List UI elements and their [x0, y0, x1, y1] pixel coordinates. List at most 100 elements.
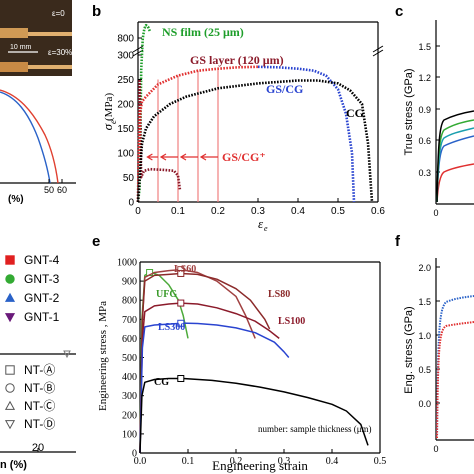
tick-label-e-x-0.5: 0.5: [374, 456, 387, 467]
legend-marker-gnt-2: [4, 292, 16, 302]
panel-a: 10 mm ε=0 ε=30% 50 60 (%): [0, 0, 76, 205]
curve-c-black: [436, 110, 474, 203]
tick-label-c-0.9: 0.9: [418, 105, 431, 115]
legend-marker-gnt-3: [5, 274, 15, 284]
panel-e: e 0 100 200 300 400 500 600 700 800 900 1000 0.0 0.1…: [92, 233, 386, 473]
panel-b-xlabel: ε: [258, 216, 264, 231]
tick-label-b-y-150: 150: [117, 124, 134, 135]
tick-label-f-0.5: 0.5: [418, 365, 431, 375]
panel-b-xlabel-sub: e: [264, 224, 268, 233]
tick-label-f-1.0: 1.0: [418, 331, 431, 341]
panel-c-ylabel: True stress (GPa): [403, 69, 415, 156]
legend-marker-nt-4: [4, 420, 16, 430]
curve-blue: [0, 91, 51, 184]
label-e-ls60: LS60: [174, 264, 196, 275]
label-e-cg: CG: [154, 377, 169, 388]
sample-neck-unstrained: [28, 32, 72, 36]
tick-label-b-y-250: 250: [117, 75, 134, 86]
tick-label-e-y-700: 700: [122, 315, 137, 326]
tick-label-e-x-0.3: 0.3: [278, 456, 291, 467]
marker-e-ls80: [177, 269, 185, 277]
marker-e-ls100: [177, 299, 185, 307]
tick-label-c-0: 0: [433, 208, 438, 218]
tick-label-e-y-100: 100: [122, 429, 137, 440]
gscg-plus-arrow-3: [199, 153, 218, 161]
label-gs-layer: GS layer (120 μm): [190, 53, 284, 67]
sample-neck-strained: [28, 65, 72, 69]
gscg-plus-arrow-1: [159, 153, 178, 161]
panel-f: f 2.0 1.5 1.0 0.5 0.0 Eng. stress (GPa) …: [395, 233, 474, 454]
label-e-ls100: LS100: [278, 316, 305, 327]
gscg-plus-arrow-2: [179, 153, 198, 161]
panel-a-xlabel: (%): [8, 194, 24, 205]
panel-f-curves: [436, 295, 474, 439]
series-b-gs-cg-3: [257, 65, 356, 203]
marker-e-ls300: [177, 319, 185, 327]
legend-label-nt-3: NT-Ⓒ: [24, 399, 55, 413]
tick-label-d-20: 20: [32, 442, 44, 454]
legend-label-nt-4: NT-Ⓓ: [24, 417, 55, 431]
tick-label-e-y-1000: 1000: [117, 258, 137, 269]
tick-label-e-y-800: 800: [122, 296, 137, 307]
label-gscg-plus: GS/CG⁺: [222, 150, 266, 164]
panel-letter-f: f: [395, 233, 401, 250]
curve-f-blue: [436, 295, 474, 439]
panel-d-xlabel: n (%): [0, 459, 27, 471]
eps0-label: ε=0: [52, 9, 65, 18]
legend-marker-gnt-4: [5, 255, 15, 265]
tick-label-b-y-200: 200: [117, 100, 134, 111]
tick-label-b-y-50: 50: [123, 173, 135, 184]
tick-label-e-y-400: 400: [122, 372, 137, 383]
tick-label-e-x-0.2: 0.2: [230, 456, 243, 467]
y-break-right: [372, 45, 384, 57]
panel-b-ylabel-unit: (MPa): [103, 93, 115, 121]
eps30-label: ε=30%: [48, 48, 72, 57]
tick-label-a-50: 50: [44, 185, 54, 195]
panel-e-xlabel: Engineering strain: [212, 458, 308, 473]
curve-f-red: [436, 321, 474, 439]
legend-marker-nt-1: [5, 365, 15, 375]
panel-e-ylabel: Engineering stress , MPa: [97, 301, 109, 411]
tick-label-b-x-0.3: 0.3: [251, 206, 265, 217]
tick-label-f-1.5: 1.5: [418, 297, 431, 307]
panel-b-ylabel-sigma: σ: [100, 123, 115, 130]
sample-strip-unstrained: [0, 28, 28, 38]
series-b-cg-4: [136, 79, 374, 203]
legend-label-nt-1: NT-Ⓐ: [24, 363, 55, 377]
tick-label-b-y-800: 800: [117, 34, 134, 45]
legend-marker-gnt-1: [4, 313, 16, 323]
curve-c-blue: [436, 135, 474, 203]
legend-marker-nt-3: [4, 400, 16, 410]
gscg-plus-arrow-0: [146, 153, 158, 161]
scale-label: 10 mm: [10, 44, 32, 51]
series-e-ls80: [139, 272, 271, 454]
panel-f-ylabel: Eng. stress (GPa): [403, 306, 415, 393]
curve-c-red: [436, 163, 474, 203]
panel-letter-c: c: [395, 3, 403, 20]
legend-label-gnt-3: GNT-3: [24, 272, 60, 286]
panel-c: c 1.5 1.2 0.9 0.6 0.3 True stress (GPa) …: [395, 3, 474, 218]
divider-marker: [63, 350, 71, 359]
tick-label-a-60: 60: [57, 185, 67, 195]
curve-red: [0, 89, 59, 184]
panel-letter-e: e: [92, 233, 100, 250]
label-cg: CG: [346, 106, 364, 120]
label-e-ufg: UFG: [156, 289, 177, 300]
tick-label-c-0.6: 0.6: [418, 136, 431, 146]
tick-label-f-0: 0: [433, 444, 438, 454]
panel-letter-b: b: [92, 3, 101, 20]
tick-label-e-x-0.1: 0.1: [182, 456, 195, 467]
tick-label-b-y-300: 300: [117, 51, 134, 62]
series-e-cg: [139, 377, 369, 454]
tick-label-e-y-200: 200: [122, 410, 137, 421]
tick-label-b-y-100: 100: [117, 149, 134, 160]
tick-label-b-y-0: 0: [128, 198, 134, 209]
series-e-ls100: [139, 302, 280, 454]
marker-e-cg: [177, 375, 185, 383]
panel-d-legend: GNT-4 GNT-3 GNT-2 GNT-1 NT-Ⓐ NT-Ⓑ NT-Ⓒ NT-Ⓓ: [4, 253, 60, 431]
panel-b-ylabel-sub: e: [108, 120, 118, 124]
tick-label-e-x-0.4: 0.4: [326, 456, 339, 467]
legend-label-gnt-2: GNT-2: [24, 291, 60, 305]
